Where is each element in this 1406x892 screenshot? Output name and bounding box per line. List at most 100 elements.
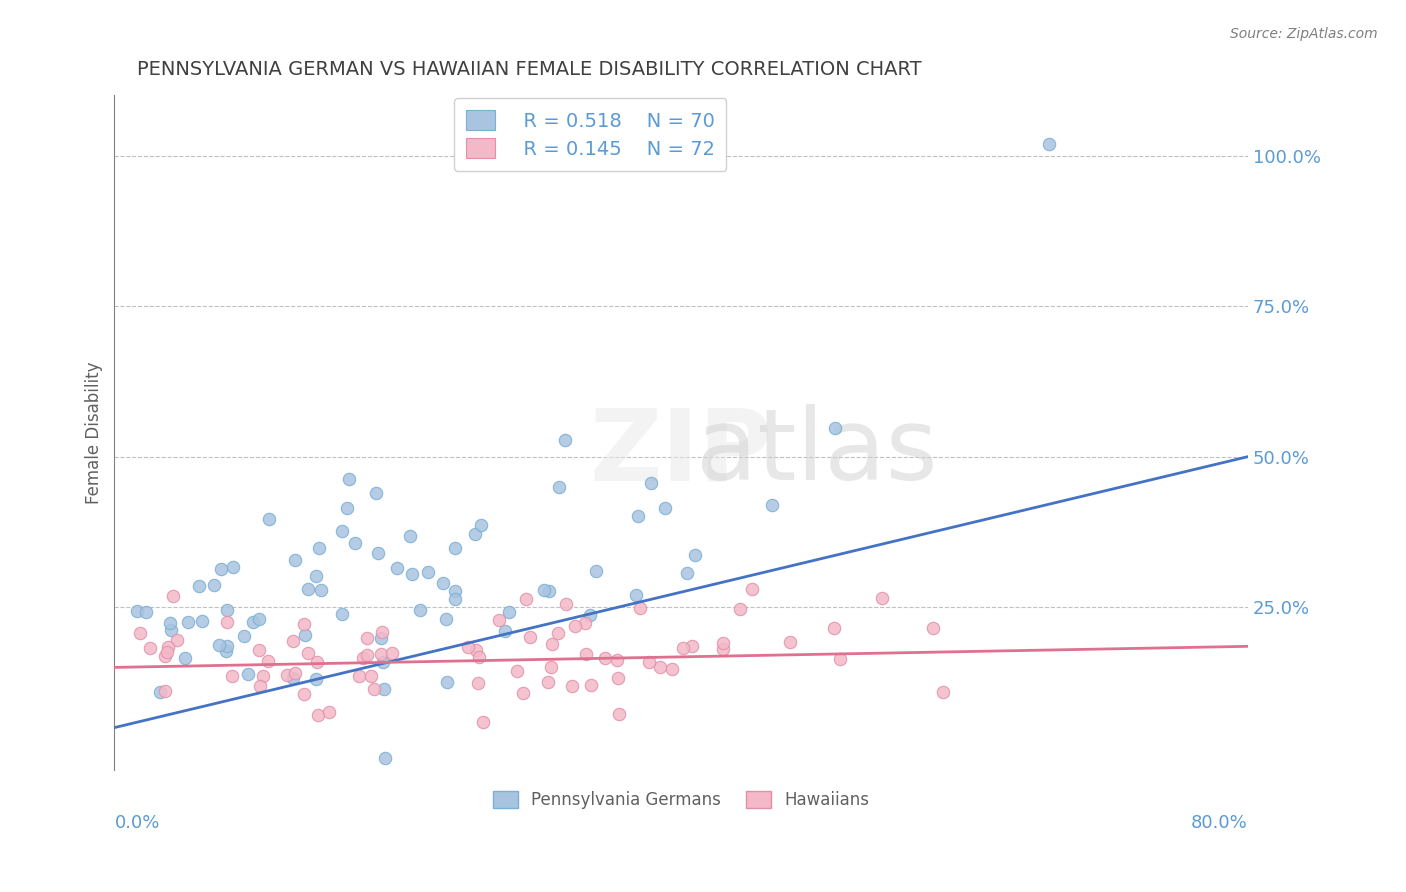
Point	[537, 674, 560, 689]
Point	[202, 578, 225, 592]
Point	[870, 591, 893, 605]
Y-axis label: Female Disability: Female Disability	[86, 361, 103, 504]
Point	[166, 633, 188, 648]
Point	[823, 621, 845, 635]
Point	[541, 637, 564, 651]
Point	[308, 708, 330, 723]
Point	[347, 669, 370, 683]
Point	[318, 706, 340, 720]
Point	[444, 592, 467, 607]
Point	[233, 629, 256, 643]
Point	[638, 655, 661, 669]
Legend: Pennsylvania Germans, Hawaiians: Pennsylvania Germans, Hawaiians	[486, 784, 876, 815]
Point	[932, 684, 955, 698]
Point	[297, 582, 319, 597]
Point	[554, 433, 576, 447]
Point	[761, 499, 783, 513]
Point	[209, 562, 232, 576]
Point	[356, 648, 378, 662]
Point	[330, 607, 353, 621]
Point	[676, 566, 699, 581]
Point	[162, 589, 184, 603]
Point	[471, 714, 494, 729]
Point	[922, 621, 945, 635]
Point	[443, 541, 465, 556]
Point	[215, 615, 238, 629]
Point	[157, 640, 180, 654]
Point	[129, 626, 152, 640]
Text: 80.0%: 80.0%	[1191, 814, 1249, 831]
Point	[683, 548, 706, 562]
Point	[257, 654, 280, 668]
Point	[648, 660, 671, 674]
Point	[538, 584, 561, 599]
Point	[595, 651, 617, 665]
Point	[515, 592, 537, 607]
Point	[336, 500, 359, 515]
Point	[294, 627, 316, 641]
Point	[512, 686, 534, 700]
Point	[628, 601, 651, 615]
Point	[436, 674, 458, 689]
Point	[606, 671, 628, 685]
Point	[370, 648, 392, 662]
Point	[187, 579, 209, 593]
Point	[824, 421, 846, 435]
Point	[681, 640, 703, 654]
Point	[467, 650, 489, 665]
Point	[337, 472, 360, 486]
Point	[177, 615, 200, 629]
Point	[307, 655, 329, 669]
Text: ZIP: ZIP	[589, 404, 772, 501]
Point	[711, 642, 734, 657]
Point	[366, 486, 388, 500]
Point	[488, 613, 510, 627]
Point	[330, 524, 353, 539]
Point	[153, 684, 176, 698]
Point	[281, 671, 304, 685]
Point	[519, 631, 541, 645]
Point	[215, 639, 238, 653]
Point	[540, 660, 562, 674]
Text: PENNSYLVANIA GERMAN VS HAWAIIAN FEMALE DISABILITY CORRELATION CHART: PENNSYLVANIA GERMAN VS HAWAIIAN FEMALE D…	[136, 60, 922, 78]
Point	[367, 546, 389, 560]
Point	[221, 559, 243, 574]
Point	[247, 612, 270, 626]
Point	[533, 583, 555, 598]
Point	[139, 640, 162, 655]
Point	[385, 561, 408, 575]
Point	[498, 606, 520, 620]
Point	[640, 475, 662, 490]
Point	[370, 632, 392, 646]
Point	[627, 509, 650, 524]
Point	[574, 615, 596, 630]
Point	[661, 662, 683, 676]
Point	[579, 678, 602, 692]
Point	[217, 603, 239, 617]
Point	[465, 642, 488, 657]
Point	[672, 640, 695, 655]
Point	[159, 616, 181, 631]
Point	[730, 601, 752, 615]
Point	[373, 655, 395, 669]
Point	[297, 646, 319, 660]
Text: atlas: atlas	[696, 404, 938, 501]
Point	[457, 640, 479, 655]
Point	[156, 645, 179, 659]
Point	[191, 615, 214, 629]
Point	[741, 582, 763, 596]
Point	[352, 650, 374, 665]
Point	[564, 619, 586, 633]
Point	[654, 501, 676, 516]
Point	[506, 665, 529, 679]
Point	[308, 541, 330, 556]
Point	[125, 604, 148, 618]
Point	[284, 665, 307, 680]
Point	[464, 527, 486, 541]
Point	[360, 668, 382, 682]
Point	[174, 651, 197, 665]
Point	[1038, 136, 1060, 151]
Point	[626, 588, 648, 602]
Point	[292, 617, 315, 632]
Point	[381, 646, 404, 660]
